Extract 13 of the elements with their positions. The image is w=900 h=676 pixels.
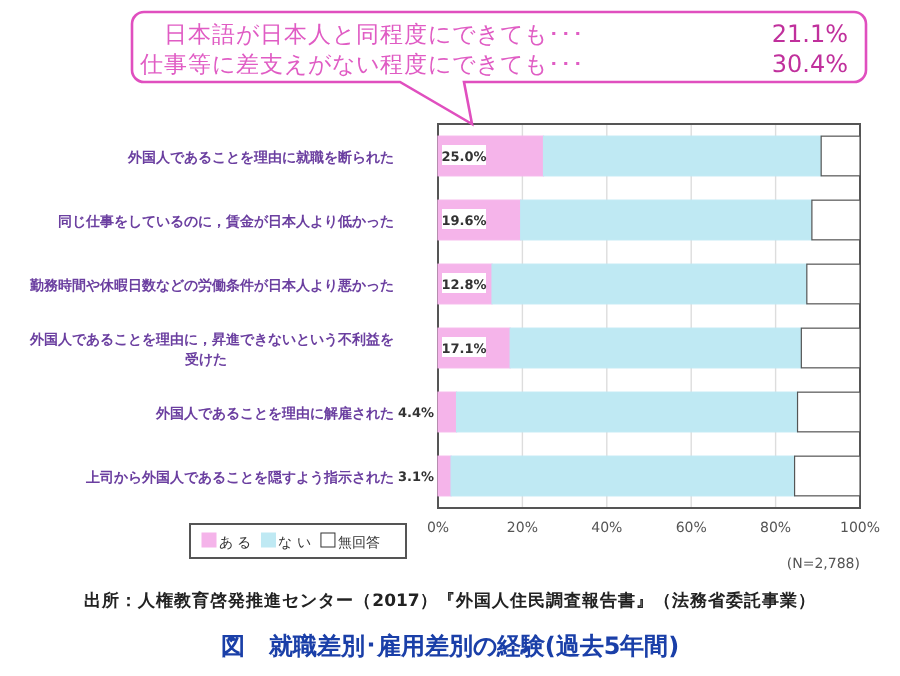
- bar: [520, 199, 813, 241]
- bar: [450, 455, 796, 497]
- bar: [455, 391, 799, 433]
- text: 図 就職差別･雇用差別の経験(過去5年間): [220, 632, 680, 660]
- text: 出所：人権教育啓発推進センター（2017）『外国人住民調査報告書』（法務省委託事業）: [84, 588, 816, 612]
- bar: [542, 135, 822, 177]
- text: 日本語が日本人と同程度にできても･･･: [164, 20, 584, 48]
- text: 21.1%: [771, 20, 848, 48]
- bar: [437, 391, 458, 433]
- text: 仕事等に差支えがない程度にできても･･･: [138, 50, 584, 78]
- bar: [491, 263, 808, 305]
- bar: [509, 327, 802, 369]
- text: 30.4%: [771, 50, 848, 78]
